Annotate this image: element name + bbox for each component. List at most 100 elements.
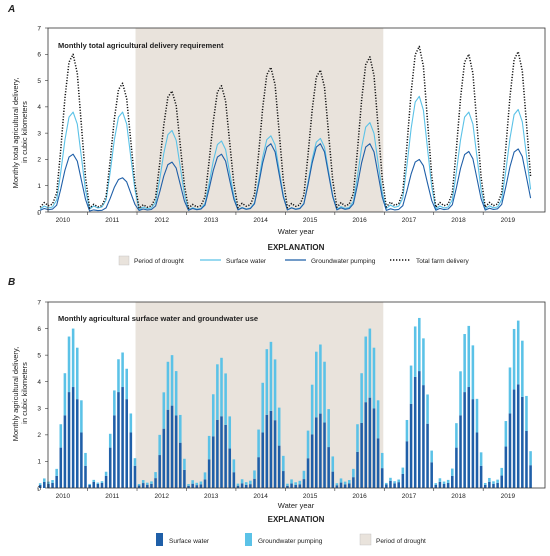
bar-groundwater [125,368,128,400]
bar-surface-water [529,465,532,488]
bar-surface-water [117,392,120,488]
bar-groundwater [88,483,91,485]
x-tick-label: 2010 [56,217,71,224]
bar-groundwater [475,398,479,433]
x-tick-label: 2018 [451,493,466,500]
panel-a-plot-frame [47,27,546,213]
bar-surface-water [302,479,306,488]
bar-surface-water [409,403,413,488]
bar-surface-water [294,485,297,488]
y-tick-label: 0 [37,485,41,492]
bar-surface-water [347,483,351,488]
bar-groundwater [409,365,413,404]
x-tick-label: 2011 [105,493,119,500]
bar-surface-water [475,432,479,488]
legend-b-groundwater-label: Groundwater pumping [258,538,323,545]
panel-a-y-axis-title-line-1: Monthly total agricultural delivery, [11,78,20,189]
bar-groundwater [141,480,145,484]
bar-surface-water [121,387,124,488]
bar-groundwater [203,472,207,480]
bar-groundwater [508,367,512,414]
bar-groundwater [294,482,297,486]
bar-groundwater [121,352,124,388]
y-tick-label: 3 [37,406,41,413]
panel-b-axis-ticks: 0 1 2 3 4 5 6 7 2010 2011 2012 2013 2014 2015 2016 2017… [37,299,515,500]
bar-surface-water [364,402,368,488]
bar-surface-water [129,432,133,488]
bar-groundwater [211,394,215,437]
bar-surface-water [220,416,223,488]
bar-groundwater [529,451,532,466]
bar-groundwater [405,419,409,442]
bar-surface-water [75,399,79,488]
bar-surface-water [51,482,54,488]
bar-surface-water [438,481,442,488]
bar-surface-water [516,384,520,488]
bar-groundwater [413,326,417,377]
bar-groundwater [331,456,335,472]
legend-b-surface-water-swatch [156,533,163,546]
panel-a-letter: A [7,4,15,15]
bar-surface-water [434,484,438,488]
bar-groundwater [277,407,281,446]
bar-groundwater [244,482,248,485]
bar-groundwater [360,373,363,423]
bar-groundwater [170,355,174,406]
bar-surface-water [232,472,236,488]
panel-a-legend-title: EXPLANATION [268,243,325,252]
bar-groundwater [298,480,302,485]
bar-groundwater [500,467,504,476]
bar-groundwater [483,482,487,485]
bar-groundwater [137,484,141,486]
bar-surface-water [137,485,141,488]
bar-surface-water [306,458,310,488]
bar-surface-water [166,409,170,488]
bar-surface-water [257,457,260,488]
bar-groundwater [187,484,190,486]
bar-groundwater [224,373,227,425]
bar-surface-water [133,465,137,488]
y-tick-label: 1 [37,183,41,190]
bar-surface-water [191,483,194,488]
bar-surface-water [360,422,363,488]
bar-groundwater [389,477,392,481]
bar-groundwater [459,371,462,416]
bar-surface-water [59,447,63,488]
panel-b-letter: B [8,277,15,288]
bar-surface-water [525,431,528,488]
bar-groundwater [319,344,322,414]
legend-a-drought-label: Period of drought [134,258,184,265]
bar-groundwater [162,392,166,429]
panel-b-plot-frame [47,301,546,489]
bar-surface-water [265,414,269,488]
bar-groundwater [446,479,450,483]
bar-groundwater [232,459,236,473]
bar-surface-water [158,455,161,488]
bar-groundwater [455,423,458,448]
x-tick-label: 2018 [451,217,466,224]
panel-b-x-axis-title: Water year [278,501,315,510]
bar-surface-water [418,371,421,488]
bar-surface-water [203,479,207,488]
bar-groundwater [347,480,351,484]
bar-groundwater [282,455,285,472]
bar-surface-water [269,410,273,488]
bar-groundwater [261,382,264,433]
bar-groundwater [426,394,429,424]
bar-surface-water [244,484,248,488]
panel-a-legend: Period of drought Surface water Groundwa… [118,255,469,266]
bar-groundwater [512,328,516,390]
x-tick-label: 2014 [253,217,268,224]
bar-surface-water [327,447,330,488]
bar-surface-water [389,480,392,488]
y-tick-label: 4 [37,379,41,386]
bar-groundwater [158,434,161,456]
y-tick-label: 4 [37,104,41,111]
legend-a-drought-swatch [118,255,130,266]
bar-groundwater [43,478,46,482]
bar-surface-water [451,475,454,488]
x-tick-label: 2019 [501,493,516,500]
bar-groundwater [302,470,306,480]
bar-surface-water [483,484,487,488]
bar-surface-water [521,396,524,488]
